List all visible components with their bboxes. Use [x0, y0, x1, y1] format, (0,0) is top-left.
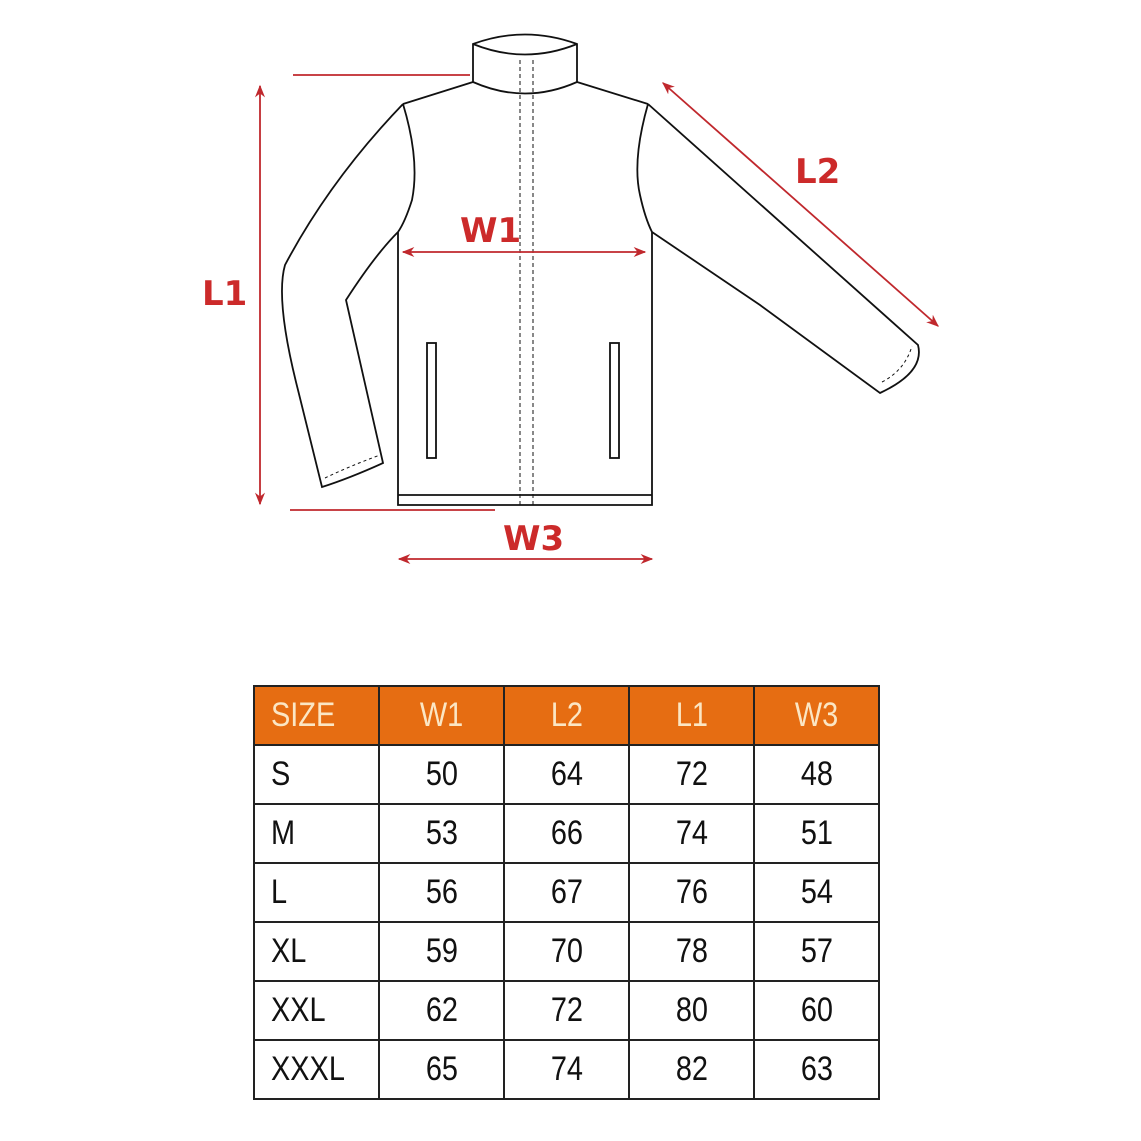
measurement-cell: 60 — [753, 980, 880, 1041]
measurement-cell: 78 — [628, 921, 755, 982]
right-pocket — [609, 342, 620, 459]
measurement-cell: 72 — [503, 980, 630, 1041]
label-l2: L2 — [795, 152, 840, 192]
header-l1: L1 — [628, 685, 755, 746]
cell-text: 51 — [800, 814, 833, 852]
cell-text: L — [271, 873, 288, 911]
measurement-cell: 57 — [753, 921, 880, 982]
header-size: SIZE — [253, 685, 380, 746]
cell-text: 63 — [800, 1050, 833, 1088]
cell-text: 74 — [550, 1050, 583, 1088]
measurement-cell: 50 — [378, 744, 505, 805]
cuff-stitch — [324, 345, 913, 479]
size-cell: XXXL — [253, 1039, 380, 1100]
left-shoulder — [402, 81, 474, 105]
measurement-cell: 80 — [628, 980, 755, 1041]
right-shoulder — [576, 81, 649, 105]
header-text: L2 — [550, 696, 583, 734]
cell-text: 78 — [675, 932, 708, 970]
size-cell: XXL — [253, 980, 380, 1041]
header-text: L1 — [675, 696, 708, 734]
cell-text: 54 — [800, 873, 833, 911]
cell-text: 70 — [550, 932, 583, 970]
left-pocket — [426, 342, 437, 459]
measurement-cell: 65 — [378, 1039, 505, 1100]
size-cell: M — [253, 803, 380, 864]
header-text: W1 — [419, 696, 464, 734]
cell-text: 80 — [675, 991, 708, 1029]
cell-text: 50 — [425, 755, 458, 793]
measurement-cell: 56 — [378, 862, 505, 923]
left-sleeve — [281, 103, 404, 489]
jacket-diagram: L1 W1 L2 W3 — [202, 33, 939, 565]
cell-text: 72 — [550, 991, 583, 1029]
table-row: XXL 62 72 80 60 — [253, 980, 880, 1041]
cell-text: XXXL — [271, 1050, 345, 1088]
left-armhole — [397, 103, 416, 233]
cell-text: 72 — [675, 755, 708, 793]
cell-text: 59 — [425, 932, 458, 970]
zipper — [519, 60, 534, 505]
header-text: SIZE — [271, 696, 336, 734]
cell-text: 67 — [550, 873, 583, 911]
measurement-cell: 48 — [753, 744, 880, 805]
measurement-cell: 74 — [628, 803, 755, 864]
measurement-cell: 63 — [753, 1039, 880, 1100]
cell-text: 65 — [425, 1050, 458, 1088]
cell-text: M — [271, 814, 296, 852]
jacket-outline — [281, 33, 920, 506]
size-cell: L — [253, 862, 380, 923]
header-w3: W3 — [753, 685, 880, 746]
cell-text: 64 — [550, 755, 583, 793]
collar — [472, 33, 578, 95]
header-l2: L2 — [503, 685, 630, 746]
label-w3: W3 — [503, 519, 564, 559]
measurement-cell: 72 — [628, 744, 755, 805]
cell-text: 53 — [425, 814, 458, 852]
measurement-cell: 62 — [378, 980, 505, 1041]
measurement-cell: 59 — [378, 921, 505, 982]
measurement-cell: 70 — [503, 921, 630, 982]
size-cell: S — [253, 744, 380, 805]
cell-text: 74 — [675, 814, 708, 852]
measurement-cell: 76 — [628, 862, 755, 923]
size-table: SIZE W1 L2 L1 W3 S 50 64 72 48 M 53 66 74 51 L 56 67… — [253, 685, 880, 1100]
header-text: W3 — [794, 696, 839, 734]
cell-text: 56 — [425, 873, 458, 911]
measurement-cell: 82 — [628, 1039, 755, 1100]
measurement-cell: 66 — [503, 803, 630, 864]
table-row: L 56 67 76 54 — [253, 862, 880, 923]
right-sleeve — [647, 103, 920, 395]
measurement-cell: 64 — [503, 744, 630, 805]
right-armhole — [636, 103, 653, 233]
cell-text: XXL — [271, 991, 326, 1029]
l2-arrow — [662, 82, 939, 327]
table-row: XL 59 70 78 57 — [253, 921, 880, 982]
cell-text: 82 — [675, 1050, 708, 1088]
label-l1: L1 — [202, 274, 247, 314]
table-row: S 50 64 72 48 — [253, 744, 880, 805]
label-w1: W1 — [460, 211, 521, 251]
cell-text: 66 — [550, 814, 583, 852]
table-row: XXXL 65 74 82 63 — [253, 1039, 880, 1100]
measurement-annotations — [254, 74, 939, 565]
table-row: M 53 66 74 51 — [253, 803, 880, 864]
cell-text: 76 — [675, 873, 708, 911]
measurement-cell: 74 — [503, 1039, 630, 1100]
measurement-cell: 53 — [378, 803, 505, 864]
body — [397, 232, 653, 506]
cell-text: XL — [271, 932, 307, 970]
measurement-cell: 51 — [753, 803, 880, 864]
cell-text: 60 — [800, 991, 833, 1029]
size-cell: XL — [253, 921, 380, 982]
measurement-cell: 54 — [753, 862, 880, 923]
cell-text: 48 — [800, 755, 833, 793]
cell-text: S — [271, 755, 291, 793]
measurement-cell: 67 — [503, 862, 630, 923]
cell-text: 57 — [800, 932, 833, 970]
table-header-row: SIZE W1 L2 L1 W3 — [253, 685, 880, 746]
cell-text: 62 — [425, 991, 458, 1029]
header-w1: W1 — [378, 685, 505, 746]
